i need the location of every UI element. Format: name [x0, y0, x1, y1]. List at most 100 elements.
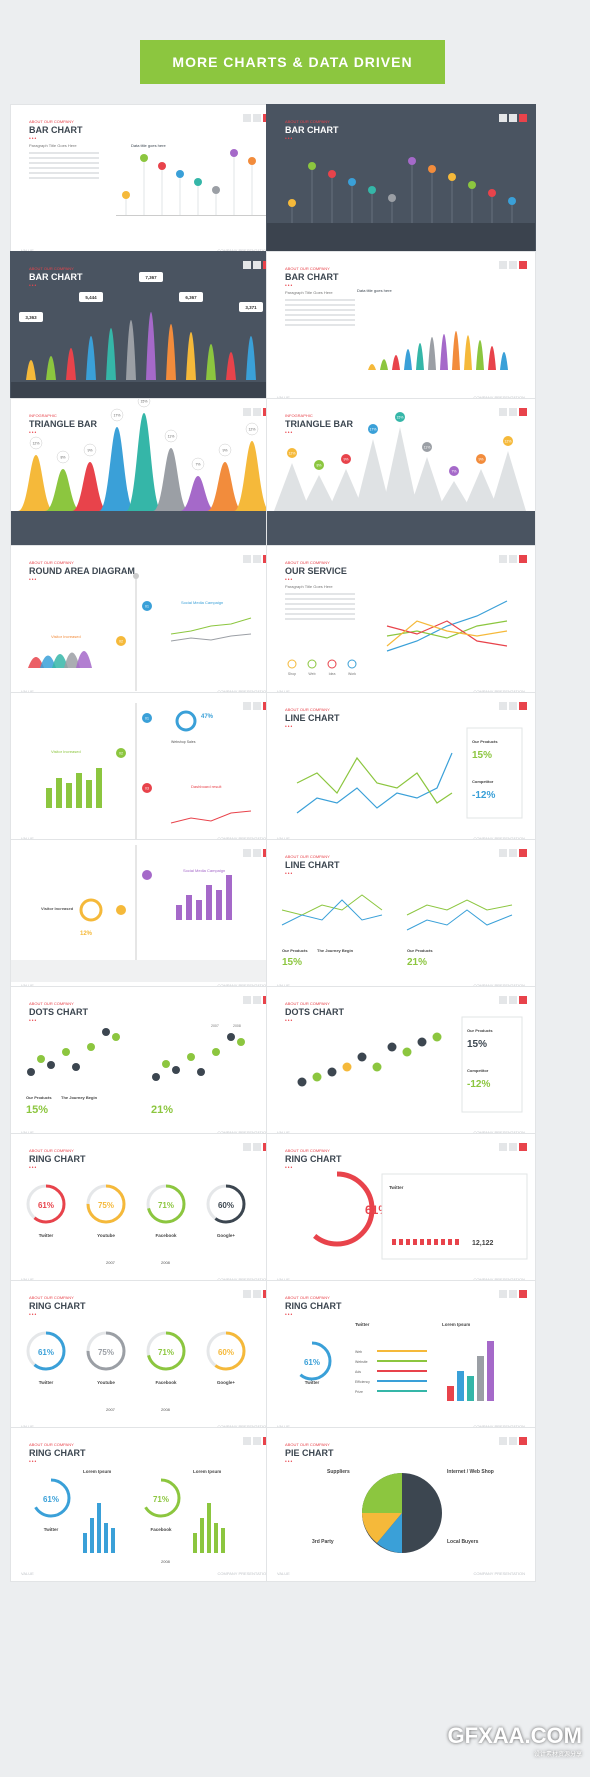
footer-value: VALUE — [21, 1277, 34, 1282]
slide-2[interactable]: ABOUT OUR COMPANY BAR CHART ••• — [266, 104, 536, 259]
row-label: Web — [355, 1350, 362, 1354]
nav-next-icon[interactable] — [509, 996, 517, 1004]
close-icon[interactable] — [519, 702, 527, 710]
donut — [79, 898, 103, 922]
nav-next-icon[interactable] — [253, 702, 261, 710]
nav-prev-icon[interactable] — [243, 408, 251, 416]
close-icon[interactable] — [519, 1143, 527, 1151]
bar — [368, 364, 376, 370]
nav-prev-icon[interactable] — [499, 408, 507, 416]
footer-value: VALUE — [277, 983, 290, 988]
close-icon[interactable] — [519, 408, 527, 416]
text-line — [285, 324, 355, 326]
slide-controls — [499, 702, 527, 710]
triangle-bar — [382, 427, 418, 511]
close-icon[interactable] — [519, 1290, 527, 1298]
dot — [312, 1072, 322, 1082]
slide-title: BAR CHART — [29, 125, 83, 135]
series-line — [281, 899, 383, 926]
nav-prev-icon[interactable] — [499, 555, 507, 563]
close-icon[interactable] — [519, 996, 527, 1004]
nav-prev-icon[interactable] — [243, 261, 251, 269]
row-bar — [377, 1350, 427, 1352]
close-icon[interactable] — [519, 555, 527, 563]
slide-9[interactable]: VALUE COMPANY PRESENTATION 01 02 03 47% Websho… — [10, 692, 280, 847]
paragraph-title: Paragraph Title Goes Here — [285, 584, 333, 589]
nav-prev-icon[interactable] — [243, 1437, 251, 1445]
nav-prev-icon[interactable] — [499, 114, 507, 122]
products-value: 15% — [472, 750, 492, 761]
nav-prev-icon[interactable] — [243, 702, 251, 710]
nav-next-icon[interactable] — [253, 849, 261, 857]
close-icon[interactable] — [519, 849, 527, 857]
nav-next-icon[interactable] — [253, 1437, 261, 1445]
nav-next-icon[interactable] — [509, 1290, 517, 1298]
slide-3[interactable]: ABOUT OUR COMPANY BAR CHART ••• 3,363 5,444 7… — [10, 251, 280, 406]
nav-next-icon[interactable] — [509, 408, 517, 416]
nav-next-icon[interactable] — [253, 1143, 261, 1151]
footer-value: VALUE — [277, 1571, 290, 1576]
nav-prev-icon[interactable] — [243, 849, 251, 857]
nav-next-icon[interactable] — [509, 261, 517, 269]
ring-label: Twitter — [39, 1233, 54, 1238]
nav-next-icon[interactable] — [509, 114, 517, 122]
nav-prev-icon[interactable] — [499, 849, 507, 857]
slide-19[interactable]: ABOUT OUR COMPANY RING CHART ••• VALUE COMPA… — [10, 1427, 280, 1582]
nav-next-icon[interactable] — [253, 114, 261, 122]
nav-next-icon[interactable] — [509, 1437, 517, 1445]
nav-prev-icon[interactable] — [499, 702, 507, 710]
footer-presentation: COMPANY PRESENTATION — [218, 1277, 270, 1282]
pin-marker — [388, 194, 396, 202]
slide-controls — [499, 1143, 527, 1151]
nav-next-icon[interactable] — [509, 702, 517, 710]
dashboard-label: Dashboard result — [191, 784, 222, 789]
nav-prev-icon[interactable] — [243, 114, 251, 122]
nav-prev-icon[interactable] — [499, 996, 507, 1004]
nav-next-icon[interactable] — [253, 1290, 261, 1298]
nav-next-icon[interactable] — [253, 555, 261, 563]
nav-prev-icon[interactable] — [243, 1290, 251, 1298]
slide-subtitle: ABOUT OUR COMPANY — [29, 1148, 74, 1153]
nav-next-icon[interactable] — [253, 261, 261, 269]
slide-20[interactable]: ABOUT OUR COMPANY PIE CHART ••• VALUE COMPAN… — [266, 1427, 536, 1582]
dot — [37, 1055, 45, 1063]
close-icon[interactable] — [519, 114, 527, 122]
nav-prev-icon[interactable] — [243, 996, 251, 1004]
close-icon[interactable] — [519, 261, 527, 269]
nav-next-icon[interactable] — [509, 1143, 517, 1151]
nav-prev-icon[interactable] — [499, 261, 507, 269]
nav-prev-icon[interactable] — [499, 1290, 507, 1298]
nav-prev-icon[interactable] — [243, 1143, 251, 1151]
bar — [214, 1523, 218, 1553]
row-bar — [377, 1390, 427, 1392]
nav-prev-icon[interactable] — [499, 1143, 507, 1151]
nav-next-icon[interactable] — [509, 849, 517, 857]
close-icon[interactable] — [519, 1437, 527, 1445]
nav-next-icon[interactable] — [253, 408, 261, 416]
donut — [175, 710, 197, 732]
nav-next-icon[interactable] — [509, 555, 517, 563]
text-line — [29, 167, 99, 169]
footer-presentation: COMPANY PRESENTATION — [218, 248, 270, 253]
nav-prev-icon[interactable] — [499, 1437, 507, 1445]
series-line — [296, 756, 453, 804]
percent-bubble — [137, 399, 151, 408]
nav-next-icon[interactable] — [253, 996, 261, 1004]
nav-prev-icon[interactable] — [243, 555, 251, 563]
footer-value: VALUE — [21, 836, 34, 841]
